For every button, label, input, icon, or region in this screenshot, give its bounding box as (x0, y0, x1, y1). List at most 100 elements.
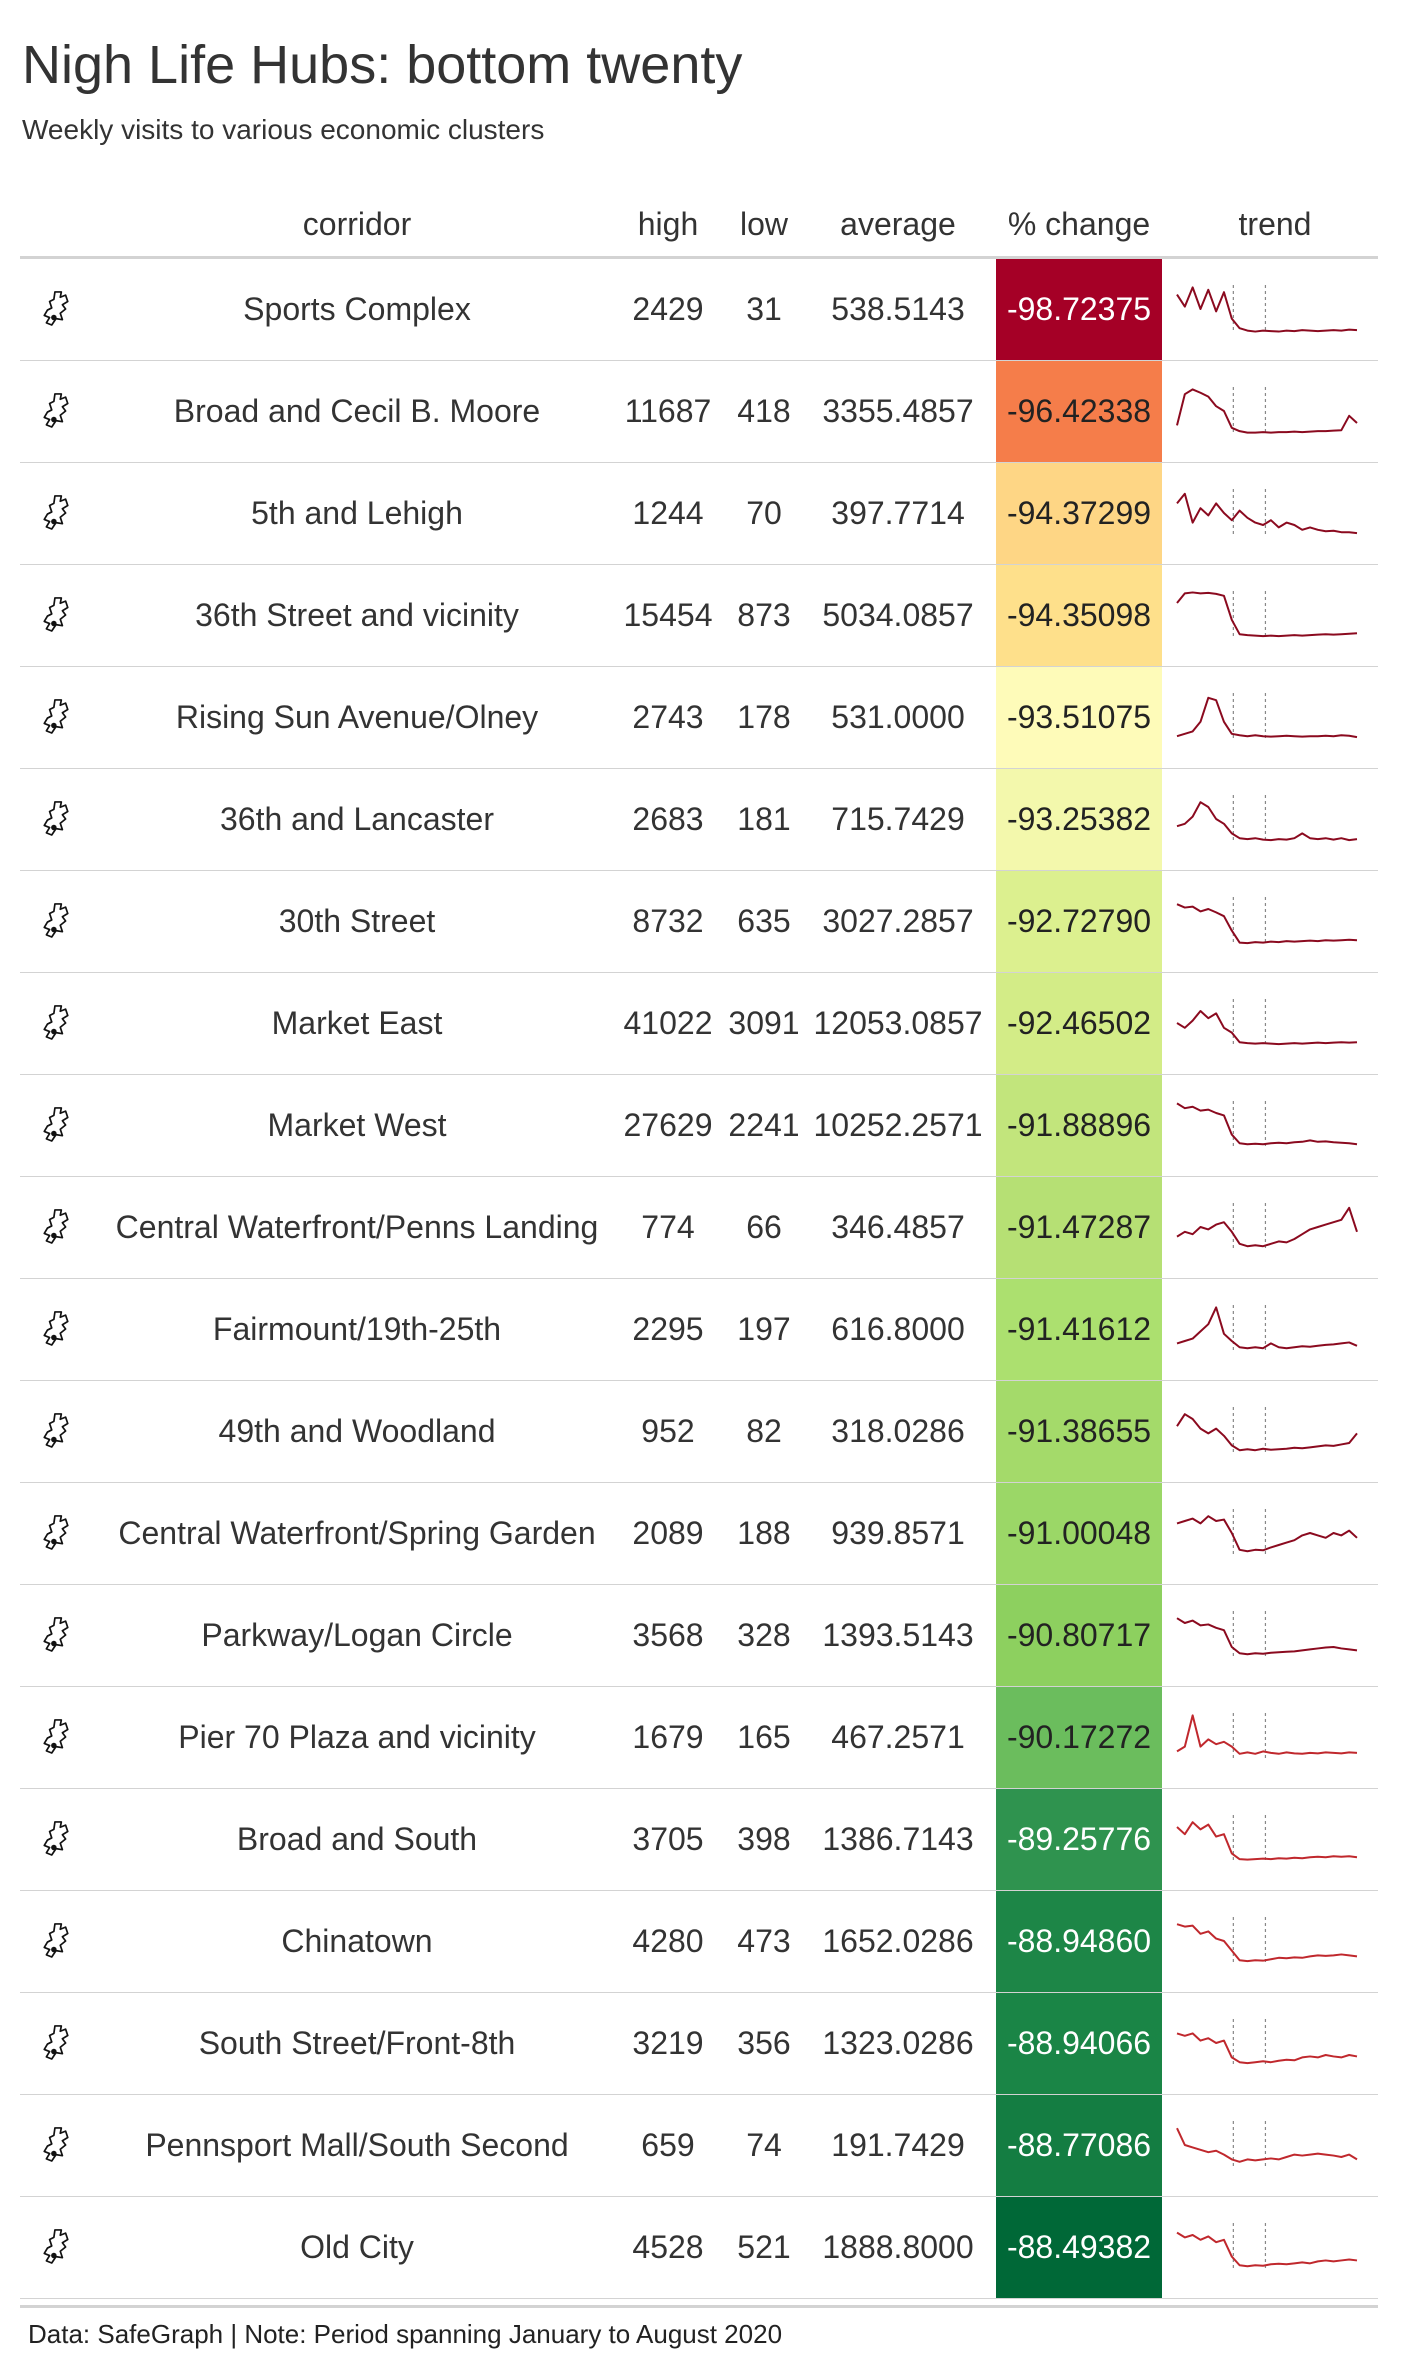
table-row: Pennsport Mall/South Second 659 74 191.7429… (20, 2095, 1378, 2197)
low-cell: 3091 (728, 1005, 800, 1041)
average-cell: 12053.0857 (813, 1005, 983, 1041)
header-divider (20, 256, 1378, 259)
trend-sparkline (1175, 1891, 1375, 1992)
trend-sparkline (1175, 361, 1375, 462)
philadelphia-map-icon (20, 1585, 100, 1686)
table-row: 49th and Woodland 952 82 318.0286 -91.38655 (20, 1381, 1378, 1483)
high-cell: 11687 (624, 393, 712, 429)
average-cell: 1386.7143 (822, 1821, 974, 1857)
corridor-cell: South Street/Front-8th (198, 2025, 516, 2061)
low-cell: 178 (737, 699, 791, 735)
trend-line (1176, 2127, 1358, 2163)
low-cell: 328 (737, 1617, 791, 1653)
trend-line (1176, 286, 1358, 333)
corridor-cell: 36th and Lancaster (220, 801, 494, 837)
low-cell: 181 (737, 801, 791, 837)
philadelphia-map-icon (20, 2095, 100, 2196)
corridor-cell: Chinatown (281, 1923, 433, 1959)
percent-change-cell: -91.00048 (996, 1483, 1162, 1584)
trend-line (1176, 591, 1358, 638)
percent-change-cell: -93.25382 (996, 769, 1162, 870)
average-cell: 715.7429 (831, 801, 965, 837)
high-cell: 27629 (623, 1107, 713, 1143)
percent-change-cell: -88.94066 (996, 1993, 1162, 2094)
table-row: Market West 27629 2241 10252.2571 -91.88896 (20, 1075, 1378, 1177)
trend-sparkline (1175, 259, 1375, 360)
philadelphia-map-icon (20, 1891, 100, 1992)
philadelphia-map-icon (20, 1279, 100, 1380)
trend-sparkline (1175, 1585, 1375, 1686)
low-cell: 418 (737, 393, 791, 429)
low-cell: 197 (737, 1311, 791, 1347)
column-header-percent-change: % change (1007, 206, 1151, 242)
trend-sparkline (1175, 1177, 1375, 1278)
percent-change-cell: -94.35098 (996, 565, 1162, 666)
corridor-cell: Market East (271, 1005, 443, 1041)
chart-subtitle: Weekly visits to various economic cluste… (22, 114, 545, 145)
low-cell: 521 (737, 2229, 791, 2265)
table-row: Old City 4528 521 1888.8000 -88.49382 (20, 2197, 1378, 2299)
percent-change-cell: -92.46502 (996, 973, 1162, 1074)
high-cell: 774 (641, 1209, 695, 1245)
low-cell: 74 (746, 2127, 782, 2163)
corridor-cell: 49th and Woodland (218, 1413, 496, 1449)
percent-change-cell: -90.17272 (996, 1687, 1162, 1788)
trend-line (1176, 2032, 1358, 2065)
percent-change-cell: -88.94860 (996, 1891, 1162, 1992)
low-cell: 188 (737, 1515, 791, 1551)
philadelphia-map-icon (20, 1483, 100, 1584)
high-cell: 2295 (632, 1311, 704, 1347)
corridor-cell: Broad and South (236, 1821, 478, 1857)
trend-sparkline (1175, 565, 1375, 666)
percent-change-cell: -88.77086 (996, 2095, 1162, 2196)
corridor-cell: Central Waterfront/Spring Garden (118, 1515, 596, 1551)
table-row: Parkway/Logan Circle 3568 328 1393.5143 -90.… (20, 1585, 1378, 1687)
trend-line (1176, 1413, 1358, 1452)
high-cell: 2429 (632, 291, 704, 327)
low-cell: 31 (746, 291, 782, 327)
trend-line (1176, 1010, 1358, 1046)
table-row: Sports Complex 2429 31 538.5143 -98.72375 (20, 259, 1378, 361)
philadelphia-map-icon (20, 259, 100, 360)
low-cell: 165 (737, 1719, 791, 1755)
percent-change-cell: -98.72375 (996, 259, 1162, 360)
low-cell: 398 (737, 1821, 791, 1857)
percent-change-cell: -96.42338 (996, 361, 1162, 462)
average-cell: 467.2571 (831, 1719, 965, 1755)
table-row: Central Waterfront/Penns Landing 774 66 346… (20, 1177, 1378, 1279)
trend-sparkline (1175, 769, 1375, 870)
percent-change-cell: -90.80717 (996, 1585, 1162, 1686)
trend-line (1176, 1923, 1358, 1963)
column-header-average: average (840, 206, 956, 242)
percent-change-cell: -88.49382 (996, 2197, 1162, 2298)
trend-line (1176, 388, 1358, 434)
table-row: Market East 41022 3091 12053.0857 -92.46502 (20, 973, 1378, 1075)
table-row: Central Waterfront/Spring Garden 2089 188 9… (20, 1483, 1378, 1585)
column-header-trend: trend (1238, 206, 1312, 242)
high-cell: 2089 (632, 1515, 704, 1551)
average-cell: 3355.4857 (822, 393, 974, 429)
trend-sparkline (1175, 1279, 1375, 1380)
philadelphia-map-icon (20, 769, 100, 870)
percent-change-cell: -91.47287 (996, 1177, 1162, 1278)
average-cell: 5034.0857 (822, 597, 974, 633)
trend-line (1176, 1206, 1358, 1248)
corridor-cell: Fairmount/19th-25th (212, 1311, 502, 1347)
high-cell: 4280 (632, 1923, 704, 1959)
high-cell: 3219 (632, 2025, 704, 2061)
percent-change-cell: -93.51075 (996, 667, 1162, 768)
high-cell: 659 (641, 2127, 695, 2163)
trend-sparkline (1175, 1381, 1375, 1482)
average-cell: 616.8000 (831, 1311, 965, 1347)
philadelphia-map-icon (20, 1177, 100, 1278)
corridor-cell: Pier 70 Plaza and vicinity (178, 1719, 536, 1755)
average-cell: 3027.2857 (822, 903, 974, 939)
trend-sparkline (1175, 1075, 1375, 1176)
table-row: South Street/Front-8th 3219 356 1323.0286 -8… (20, 1993, 1378, 2095)
trend-sparkline (1175, 1789, 1375, 1890)
average-cell: 1323.0286 (822, 2025, 974, 2061)
high-cell: 4528 (632, 2229, 704, 2265)
percent-change-cell: -91.88896 (996, 1075, 1162, 1176)
high-cell: 1679 (632, 1719, 704, 1755)
trend-line (1176, 903, 1358, 945)
